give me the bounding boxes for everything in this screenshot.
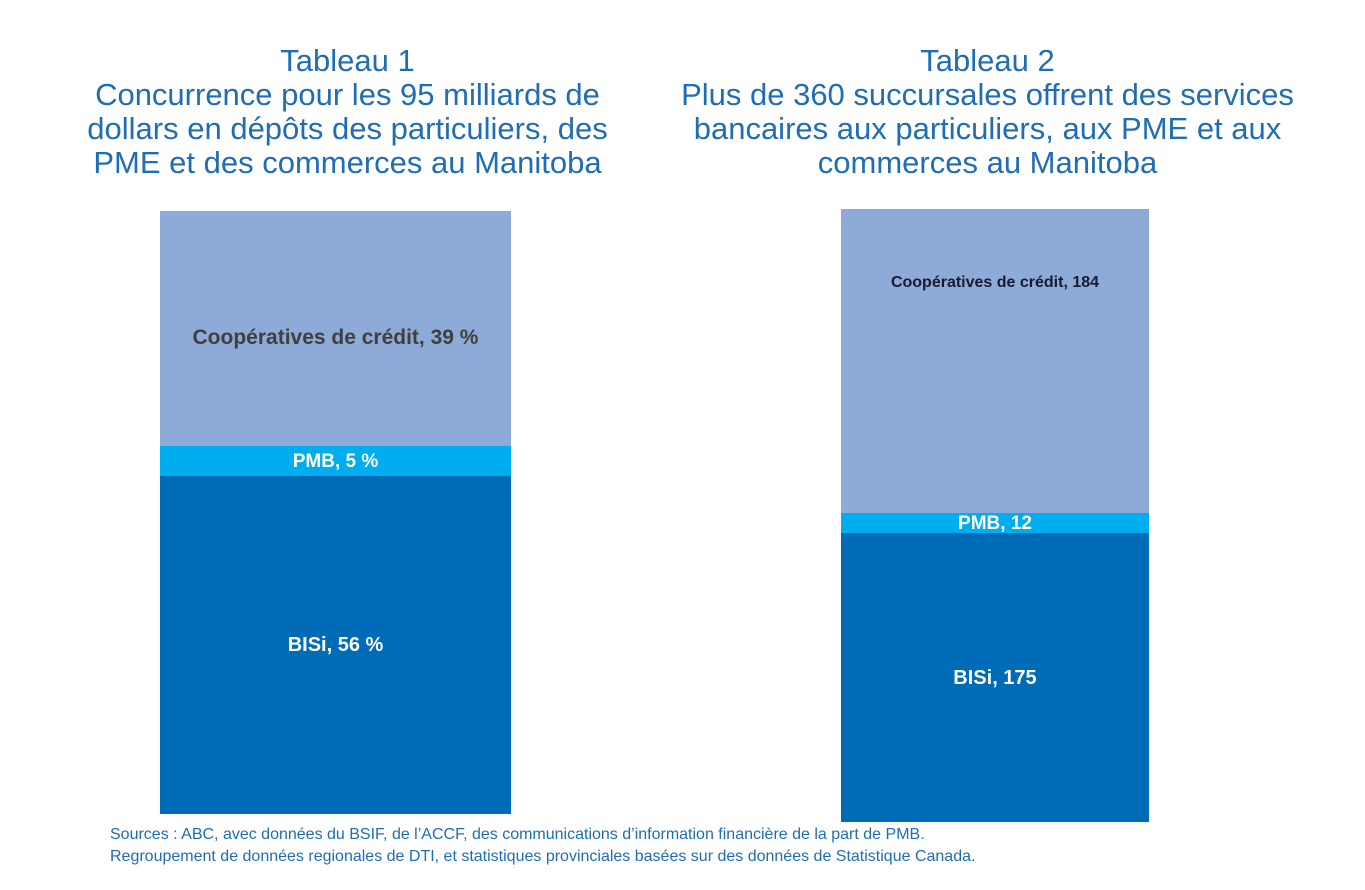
chart-1-title-line: dollars en dépôts des particuliers, des: [87, 111, 608, 146]
chart-2-title-line: commerces au Manitoba: [817, 145, 1158, 180]
bar-segment-cooperatives: Coopératives de crédit, 39 %: [160, 211, 511, 446]
chart-1-title-line: PME et des commerces au Manitoba: [93, 145, 602, 180]
sources-line: Regroupement de données regionales de DT…: [110, 848, 976, 865]
segment-label-bisi: BISi, 56 %: [287, 634, 384, 656]
segment-label-cooperatives: Coopératives de crédit, 39 %: [192, 326, 479, 349]
chart-1-title-line: Concurrence pour les 95 milliards de: [95, 77, 600, 112]
chart-2-title-line: Plus de 360 succursales offrent des serv…: [681, 77, 1294, 112]
sources-line: Sources : ABC, avec données du BSIF, de …: [110, 826, 925, 843]
chart-1-stacked-bar: BISi, 56 % PMB, 5 % Coopératives de crédit…: [160, 211, 511, 814]
bar-segment-pmb: PMB, 12: [841, 513, 1149, 533]
chart-2-title-line: Tableau 2: [920, 43, 1055, 78]
bar-segment-bisi: BISi, 56 %: [160, 476, 511, 814]
segment-label-cooperatives: Coopératives de crédit, 184: [890, 274, 1100, 291]
chart-1-title-line: Tableau 1: [280, 43, 415, 78]
chart-2-title: Tableau 2 Plus de 360 succursales offren…: [660, 44, 1315, 180]
segment-label-pmb: PMB, 12: [958, 512, 1032, 534]
segment-label-pmb: PMB, 5 %: [292, 450, 379, 472]
bar-segment-pmb: PMB, 5 %: [160, 446, 511, 476]
bar-segment-cooperatives: Coopératives de crédit, 184: [841, 209, 1149, 513]
chart-2-stacked-bar: BISi, 175 PMB, 12 Coopératives de crédit, …: [841, 209, 1149, 822]
sources-note: Sources : ABC, avec données du BSIF, de …: [110, 824, 975, 868]
chart-1-title: Tableau 1 Concurrence pour les 95 millia…: [40, 44, 655, 180]
chart-2-title-line: bancaires aux particuliers, aux PME et a…: [693, 111, 1282, 146]
segment-label-bisi: BISi, 175: [953, 666, 1037, 689]
bar-segment-bisi: BISi, 175: [841, 533, 1149, 822]
